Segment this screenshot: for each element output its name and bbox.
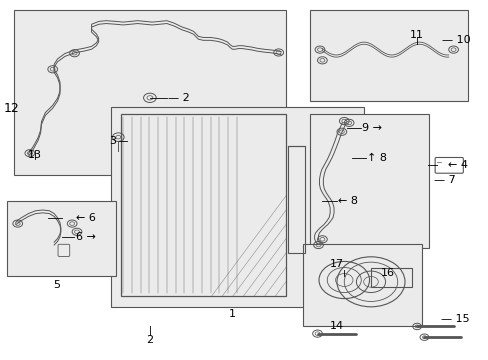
Bar — [14, 10, 285, 175]
Text: ← 6: ← 6 — [75, 212, 95, 222]
Bar — [309, 10, 467, 102]
Text: 12: 12 — [3, 102, 19, 115]
Text: — 2: — 2 — [167, 93, 189, 103]
Bar — [288, 146, 305, 253]
Bar — [6, 202, 116, 276]
Text: 16: 16 — [380, 268, 394, 278]
Text: ← 8: ← 8 — [337, 197, 357, 206]
Text: 3: 3 — [109, 136, 116, 146]
Text: 13: 13 — [28, 150, 41, 160]
Text: 6 →: 6 → — [75, 232, 95, 242]
Bar — [303, 244, 421, 327]
Bar — [111, 107, 363, 307]
Text: ← 4: ← 4 — [447, 160, 467, 170]
Text: 1: 1 — [228, 309, 236, 319]
Text: 2: 2 — [146, 335, 153, 345]
Text: 5: 5 — [53, 280, 60, 291]
Text: — 10: — 10 — [441, 35, 469, 45]
Bar — [309, 114, 428, 248]
Bar — [370, 267, 411, 287]
Text: 14: 14 — [329, 321, 344, 332]
Text: — 7: — 7 — [433, 175, 455, 185]
Text: 9 →: 9 → — [362, 123, 382, 133]
Text: — 15: — 15 — [440, 314, 468, 324]
Text: 17: 17 — [329, 258, 344, 269]
Text: ↑ 8: ↑ 8 — [366, 153, 386, 163]
Bar — [121, 114, 285, 296]
Text: 11: 11 — [409, 30, 423, 40]
